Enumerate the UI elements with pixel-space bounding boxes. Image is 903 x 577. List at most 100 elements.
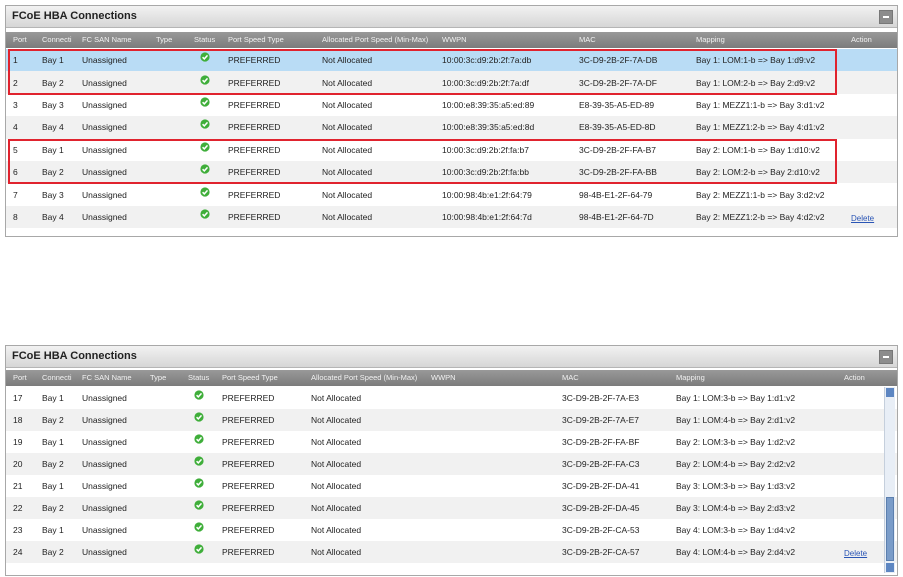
table-row[interactable]: 2 Bay 2 Unassigned PREFERRED Not Allocated 10…	[6, 71, 897, 94]
scroll-up[interactable]	[886, 388, 894, 397]
table-row[interactable]: 7 Bay 3 Unassigned PREFERRED Not Allocated 10…	[6, 183, 897, 206]
table-row[interactable]: 22 Bay 2 Unassigned PREFERRED Not Allocated 3…	[6, 497, 897, 519]
minimize-button[interactable]	[879, 10, 893, 24]
status-icon	[200, 186, 210, 199]
table-cell: PREFERRED	[222, 525, 275, 535]
table-cell: PREFERRED	[222, 437, 275, 447]
table-row[interactable]: 5 Bay 1 Unassigned PREFERRED Not Allocated 10…	[6, 138, 897, 161]
delete-link[interactable]: Delete	[851, 213, 875, 223]
table-row[interactable]: 8 Bay 4 Unassigned PREFERRED Not Allocated 10…	[6, 205, 897, 229]
table-cell: 7	[13, 189, 18, 200]
table-cell: Bay 1	[42, 144, 64, 155]
table-cell: Unassigned	[82, 122, 127, 133]
column-header: MAC	[579, 35, 596, 44]
column-header: Allocated Port Speed (Min-Max)	[311, 373, 418, 382]
table-cell: Unassigned	[82, 55, 127, 66]
table-cell: Unassigned	[82, 189, 127, 200]
table-cell: 17	[13, 393, 23, 403]
table-cell: Unassigned	[82, 393, 127, 403]
table-cell: PREFERRED	[228, 99, 281, 110]
column-header: Mapping	[696, 35, 725, 44]
table-cell: 21	[13, 481, 23, 491]
highlight-box	[8, 49, 837, 95]
table-cell: 3C-D9-2B-2F-FA-B7	[579, 144, 656, 155]
table-cell: Bay 2	[42, 77, 64, 88]
table-cell: PREFERRED	[228, 167, 281, 178]
table-cell: Bay 4: LOM:4-b => Bay 2:d4:v2	[676, 547, 796, 557]
table-cell: Not Allocated	[311, 481, 362, 491]
table-cell: 10:00:3c:d9:2b:2f:7a:db	[442, 55, 532, 66]
table-cell: Bay 1: MEZZ1:2-b => Bay 4:d1:v2	[696, 122, 825, 133]
table-cell: PREFERRED	[228, 144, 281, 155]
column-header: MAC	[562, 373, 579, 382]
table-row[interactable]: 1 Bay 1 Unassigned PREFERRED Not Allocated 10…	[6, 49, 897, 72]
scrollbar[interactable]	[884, 387, 895, 573]
status-icon	[200, 164, 210, 176]
column-header: WWPN	[442, 35, 467, 44]
table-cell: Bay 3: LOM:4-b => Bay 2:d3:v2	[676, 503, 796, 513]
delete-link[interactable]: Delete	[844, 549, 868, 558]
table-cell: 6	[13, 167, 18, 178]
table-cell: Not Allocated	[322, 167, 373, 178]
status-icon	[200, 119, 210, 131]
table-cell: PREFERRED	[222, 481, 275, 491]
table-row[interactable]: 19 Bay 1 Unassigned PREFERRED Not Allocated 3…	[6, 431, 897, 453]
table-cell: Bay 2: LOM:1-b => Bay 1:d10:v2	[696, 144, 820, 155]
status-icon	[194, 500, 204, 512]
column-header: Port	[13, 35, 27, 44]
table-cell: Bay 2: MEZZ1:2-b => Bay 4:d2:v2	[696, 211, 825, 222]
table-cell: 23	[13, 525, 23, 535]
table-header: Port Connecti FC SAN Name Type Status Port Sp…	[6, 32, 897, 48]
table-cell: Unassigned	[82, 525, 127, 535]
column-header: Type	[156, 35, 173, 44]
table-cell: Not Allocated	[311, 547, 362, 557]
table-row[interactable]: 20 Bay 2 Unassigned PREFERRED Not Allocated 3…	[6, 453, 897, 475]
table-cell: Bay 4: LOM:3-b => Bay 1:d4:v2	[676, 525, 796, 535]
table-cell: 10:00:98:4b:e1:2f:64:79	[442, 189, 532, 200]
table-cell: 10:00:3c:d9:2b:2f:fa:b7	[442, 144, 529, 155]
table-row[interactable]: 3 Bay 3 Unassigned PREFERRED Not Allocated 10…	[6, 93, 897, 117]
table-row[interactable]: 23 Bay 1 Unassigned PREFERRED Not Allocated 3…	[6, 519, 897, 541]
table-cell: Unassigned	[82, 459, 127, 469]
table-cell: Unassigned	[82, 211, 127, 222]
table-cell: Bay 2	[42, 459, 64, 469]
table-cell: Unassigned	[82, 503, 127, 513]
table-cell: 5	[13, 144, 18, 155]
title-bar: FCoE HBA Connections	[6, 346, 897, 368]
table-cell: 3C-D9-2B-2F-FA-C3	[562, 459, 640, 469]
table-row[interactable]: 18 Bay 2 Unassigned PREFERRED Not Allocated 3…	[6, 409, 897, 431]
column-header: Mapping	[676, 373, 705, 382]
table-cell: Not Allocated	[311, 503, 362, 513]
status-icon	[194, 412, 204, 424]
scroll-thumb[interactable]	[886, 497, 894, 561]
table-row[interactable]: 21 Bay 1 Unassigned PREFERRED Not Allocated 3…	[6, 475, 897, 497]
status-icon	[200, 97, 210, 109]
column-header: Connecti	[42, 35, 72, 44]
table-row[interactable]: 4 Bay 4 Unassigned PREFERRED Not Allocated 10…	[6, 116, 897, 139]
status-icon	[194, 390, 204, 402]
table-cell: PREFERRED	[228, 55, 281, 66]
table-cell: Unassigned	[82, 481, 127, 491]
table-cell: 3C-D9-2B-2F-7A-E7	[562, 415, 639, 425]
table-cell: Not Allocated	[311, 393, 362, 403]
scroll-down[interactable]	[886, 563, 894, 572]
table-cell: Not Allocated	[311, 415, 362, 425]
column-header: Status	[194, 35, 216, 44]
table-row[interactable]: 24 Bay 2 Unassigned PREFERRED Not Allocated 3…	[6, 541, 897, 563]
table-cell: Bay 1: LOM:2-b => Bay 2:d9:v2	[696, 77, 816, 88]
table-cell: 10:00:3c:d9:2b:2f:7a:df	[442, 77, 529, 88]
table-cell: Bay 2: LOM:3-b => Bay 1:d2:v2	[676, 437, 796, 447]
table-cell: 3C-D9-2B-2F-7A-E3	[562, 393, 639, 403]
table-cell: Not Allocated	[311, 459, 362, 469]
table-header: Port Connecti FC SAN Name Type Status Port Sp…	[6, 370, 897, 386]
table-row[interactable]: 17 Bay 1 Unassigned PREFERRED Not Allocated 3…	[6, 387, 897, 409]
minimize-button[interactable]	[879, 350, 893, 364]
table-row[interactable]: 6 Bay 2 Unassigned PREFERRED Not Allocated 10…	[6, 161, 897, 184]
column-header: FC SAN Name	[82, 373, 132, 382]
table-cell: Not Allocated	[322, 99, 373, 110]
table-cell: 3C-D9-2B-2F-7A-DF	[579, 77, 657, 88]
table-cell: Not Allocated	[311, 525, 362, 535]
table-cell: Bay 1	[42, 393, 64, 403]
table-cell: Bay 2: LOM:2-b => Bay 2:d10:v2	[696, 167, 820, 178]
table-cell: 3	[13, 99, 18, 110]
